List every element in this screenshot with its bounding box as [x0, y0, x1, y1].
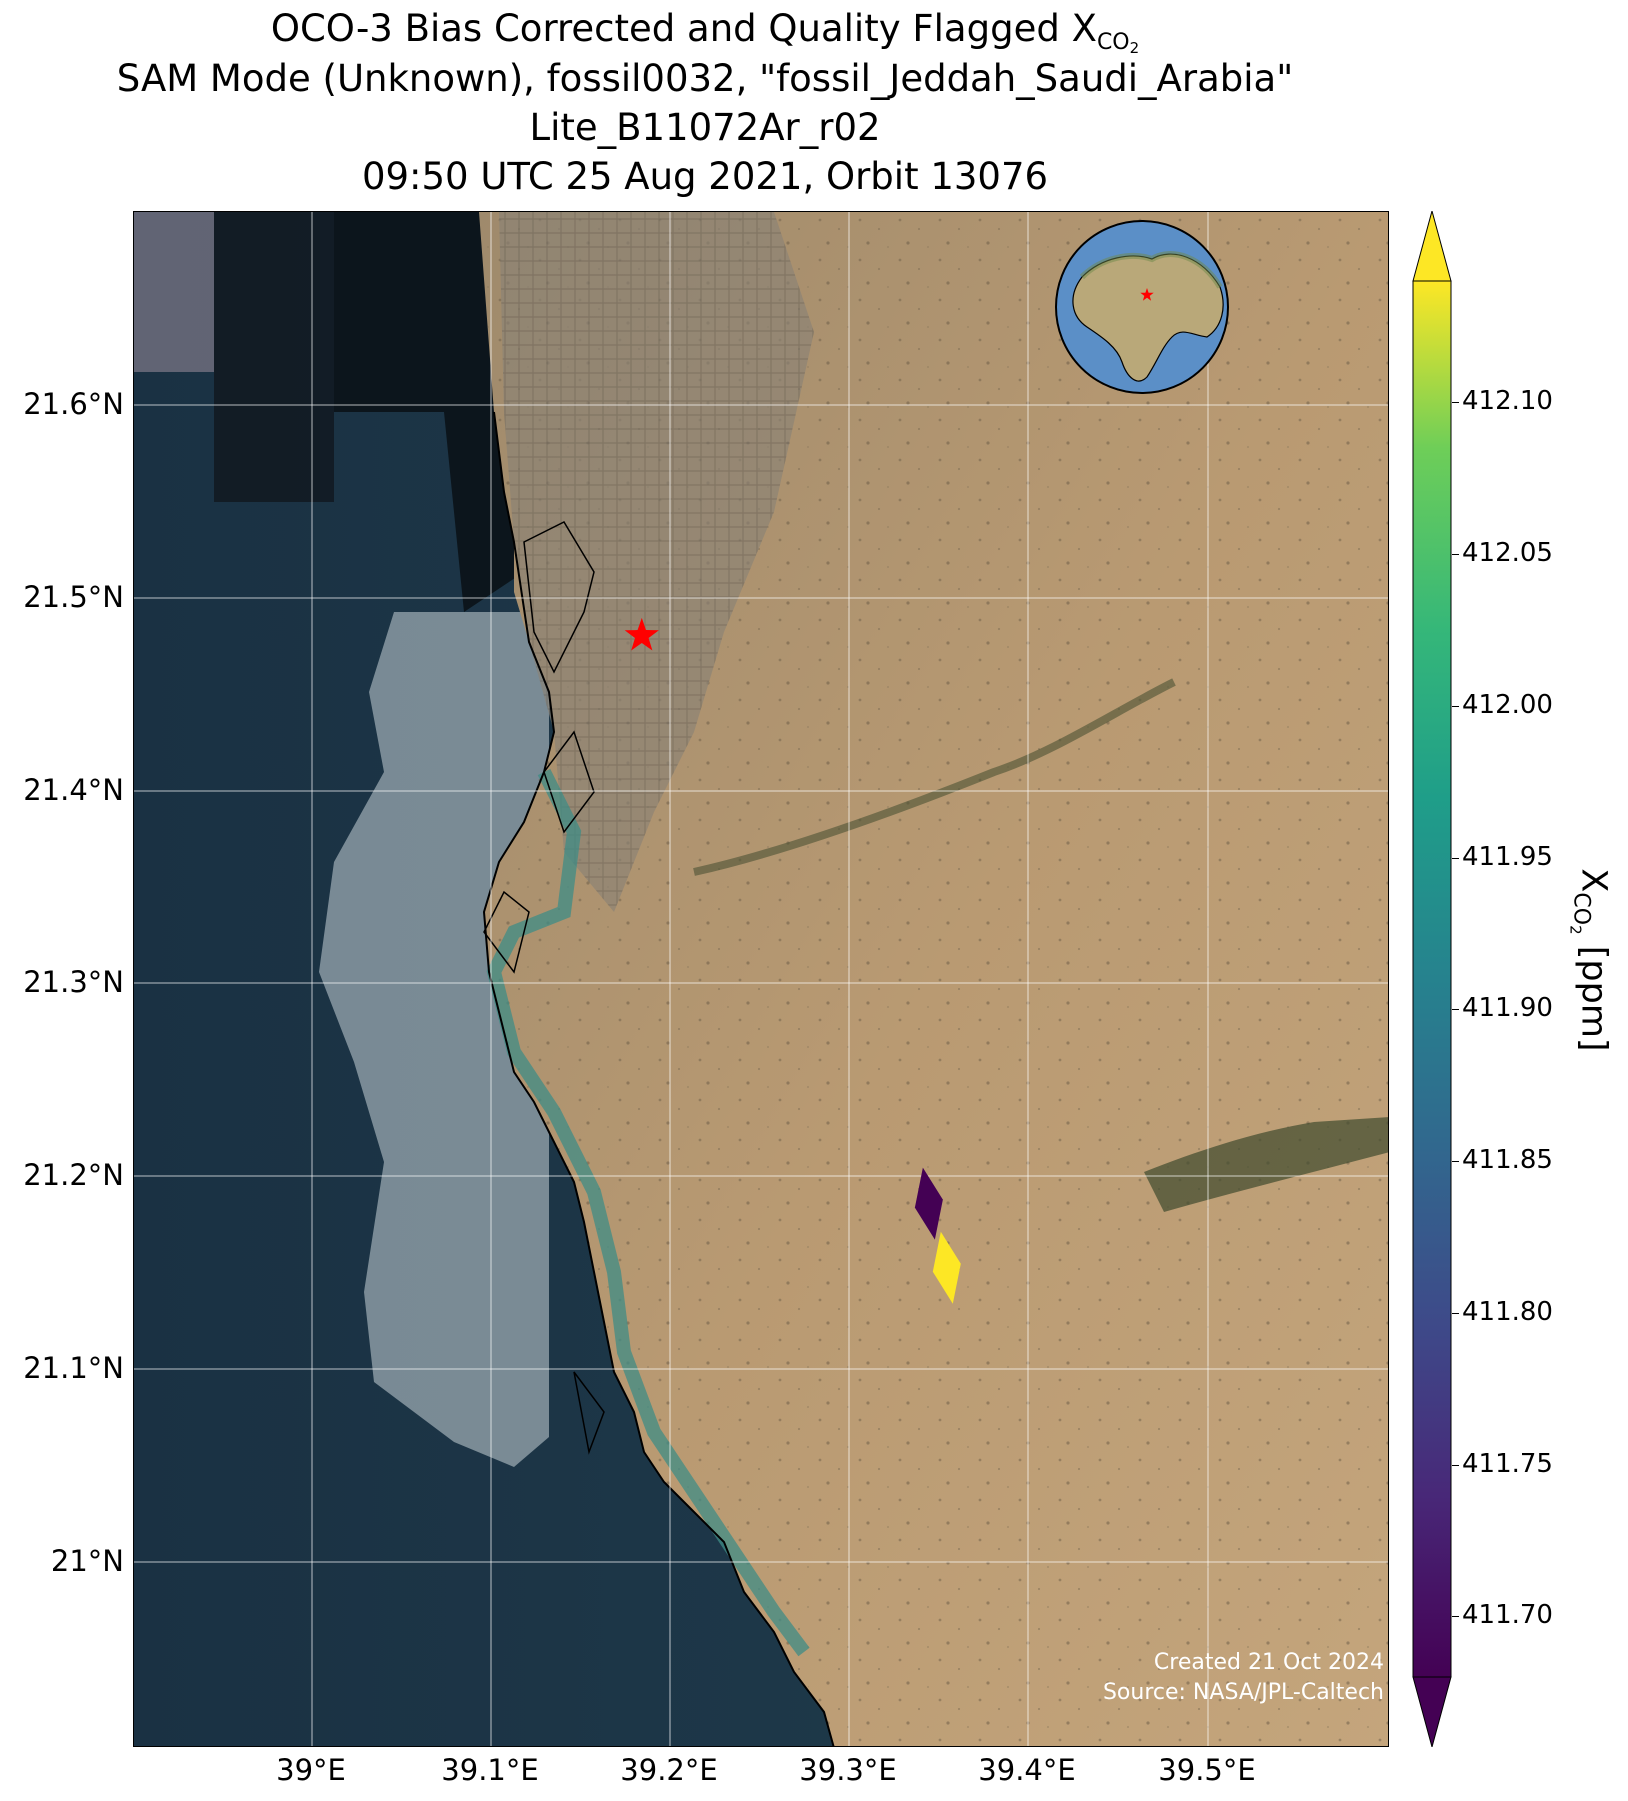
colorbar-tick-label: 411.90 — [1462, 993, 1553, 1024]
colorbar-tick — [1452, 1312, 1459, 1314]
colorbar-tick — [1452, 1464, 1459, 1466]
map-canvas — [134, 212, 1388, 1746]
site-star-marker — [624, 617, 659, 651]
reef-outline — [483, 890, 530, 974]
colorbar-tick — [1452, 705, 1459, 707]
lat-label: 21.2°N — [23, 1158, 124, 1192]
colorbar-tick-label: 412.05 — [1462, 538, 1553, 569]
haze-strip — [134, 212, 214, 372]
reef-outline — [543, 730, 595, 834]
lon-label: 39.2°E — [620, 1753, 718, 1787]
vegetation-band — [1144, 1117, 1388, 1212]
colorbar-top-extend — [1412, 211, 1452, 282]
lon-label: 39.4°E — [978, 1753, 1076, 1787]
soundings-layer — [914, 1167, 961, 1304]
colorbar-bottom-extend — [1412, 1676, 1452, 1747]
lon-label: 39.5°E — [1158, 1753, 1256, 1787]
colorbar-tick-label: 411.80 — [1462, 1296, 1553, 1327]
title-line-3: Lite_B11072Ar_r02 — [529, 106, 881, 149]
coastline — [482, 411, 835, 1746]
colorbar-tick — [1452, 1616, 1459, 1618]
dark-sea-band — [334, 212, 524, 612]
title-line-1: OCO-3 Bias Corrected and Quality Flagged… — [270, 7, 1140, 58]
lat-label: 21°N — [50, 1544, 124, 1578]
lat-label: 21.4°N — [23, 773, 124, 807]
map-panel[interactable] — [133, 211, 1389, 1747]
globe-star-marker — [1140, 288, 1154, 301]
lat-label: 21.5°N — [23, 580, 124, 614]
city-area — [499, 212, 814, 912]
credit-created: Created 21 Oct 2024 — [1153, 1650, 1384, 1675]
lon-label: 39.3°E — [799, 1753, 897, 1787]
colorbar-tick-label: 411.70 — [1462, 1600, 1553, 1631]
lat-label: 21.3°N — [23, 965, 124, 999]
lat-label: 21.6°N — [23, 387, 124, 421]
coastal-shallows — [486, 768, 810, 1657]
inset-globe — [1055, 220, 1229, 394]
colorbar-tick — [1452, 1009, 1459, 1011]
colorbar-tick — [1452, 554, 1459, 556]
dark-strip — [214, 212, 334, 502]
gridlines — [134, 212, 1388, 1746]
colorbar-tick-label: 412.10 — [1462, 386, 1553, 417]
colorbar-tick-label: 411.85 — [1462, 1145, 1553, 1176]
reef-outline — [523, 521, 595, 674]
lat-label: 21.1°N — [23, 1351, 124, 1385]
wadi — [693, 678, 1176, 876]
reef-outline — [573, 1371, 605, 1455]
lon-label: 39.1°E — [441, 1753, 539, 1787]
colorbar-gradient — [1412, 280, 1452, 1678]
colorbar-tick — [1452, 402, 1459, 404]
colorbar-tick — [1452, 1161, 1459, 1163]
colorbar-tick-label: 411.75 — [1462, 1448, 1553, 1479]
colorbar-tick-label: 412.00 — [1462, 689, 1553, 720]
sounding-footprint — [914, 1167, 943, 1240]
colorbar-tick-label: 411.95 — [1462, 841, 1553, 872]
lon-label: 39°E — [276, 1753, 346, 1787]
title-line-4: 09:50 UTC 25 Aug 2021, Orbit 13076 — [361, 155, 1049, 198]
credit-source: Source: NASA/JPL-Caltech — [1102, 1680, 1384, 1705]
title-line-2: SAM Mode (Unknown), fossil0032, "fossil_… — [116, 57, 1294, 100]
colorbar — [1412, 211, 1452, 1747]
colorbar-label: XCO2 [ppm] — [1566, 868, 1614, 1052]
colorbar-tick — [1452, 857, 1459, 859]
sounding-footprint — [932, 1231, 961, 1304]
